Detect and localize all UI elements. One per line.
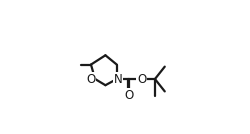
- Text: O: O: [86, 72, 96, 85]
- Text: O: O: [124, 89, 134, 102]
- Text: O: O: [137, 72, 146, 85]
- Text: N: N: [114, 72, 123, 85]
